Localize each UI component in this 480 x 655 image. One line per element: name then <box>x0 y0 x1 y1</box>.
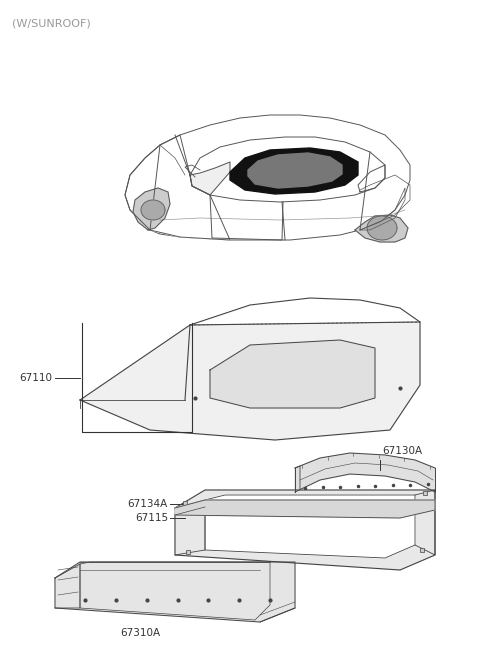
Polygon shape <box>355 215 408 242</box>
Polygon shape <box>133 188 170 230</box>
Polygon shape <box>248 153 342 188</box>
Text: (W/SUNROOF): (W/SUNROOF) <box>12 18 91 28</box>
Polygon shape <box>80 322 420 440</box>
Polygon shape <box>190 137 385 202</box>
Polygon shape <box>141 200 165 220</box>
Text: 67310A: 67310A <box>120 628 160 638</box>
Text: 67115: 67115 <box>135 513 168 523</box>
Text: 67134A: 67134A <box>128 499 168 509</box>
Polygon shape <box>175 500 435 518</box>
Polygon shape <box>295 453 435 492</box>
Polygon shape <box>175 490 435 570</box>
Polygon shape <box>205 495 415 558</box>
Text: 67130A: 67130A <box>382 446 422 456</box>
Polygon shape <box>210 340 375 408</box>
Polygon shape <box>190 162 230 195</box>
Polygon shape <box>55 562 295 622</box>
Polygon shape <box>150 135 230 240</box>
Polygon shape <box>125 115 410 240</box>
Polygon shape <box>230 148 358 194</box>
Polygon shape <box>367 216 397 240</box>
Text: 67110: 67110 <box>19 373 52 383</box>
